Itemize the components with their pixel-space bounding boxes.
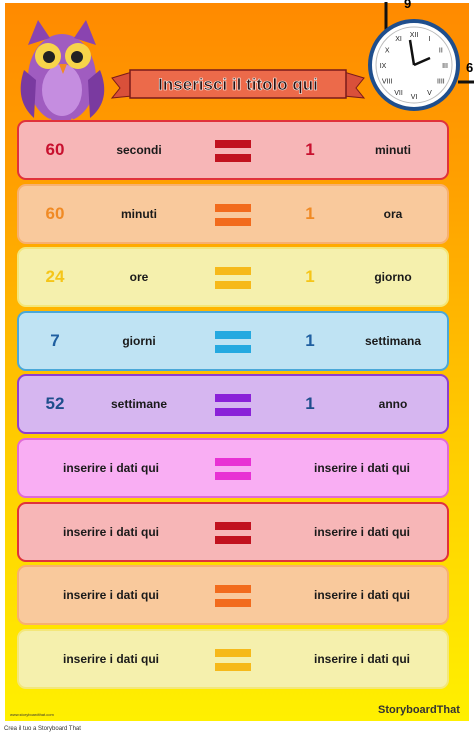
equals-bar	[215, 203, 251, 212]
left-value: 52	[45, 394, 65, 414]
right-value: 1	[305, 203, 315, 223]
left-text: inserire i dati qui	[62, 524, 160, 539]
equals-bar	[215, 535, 251, 544]
left-unit: minuti	[121, 206, 157, 221]
right-value: 1	[305, 267, 315, 287]
equals-bar	[215, 140, 251, 148]
clock-numeral: IIII	[437, 79, 445, 86]
left-text: inserire i dati qui	[62, 651, 160, 666]
equals-bar	[215, 267, 251, 276]
equals-sign	[215, 521, 251, 544]
right-unit: minuti	[375, 143, 411, 157]
clock-numeral: VII	[394, 90, 403, 97]
conversion-row: inserire i dati qui inserire i dati qui	[17, 438, 449, 498]
clock-numeral: IX	[380, 63, 387, 70]
footer-credit: Crea il tuo a Storyboard That	[4, 726, 81, 732]
equals-bar	[215, 154, 251, 162]
equals-bar	[215, 585, 251, 594]
clock-edge-label: 9	[404, 0, 411, 11]
left-value: 7	[50, 330, 60, 350]
clock-numeral: VIII	[382, 79, 393, 86]
equals-bar	[215, 330, 251, 339]
left-unit: settimane	[110, 397, 168, 412]
equals-bar	[215, 394, 251, 403]
conversion-row: inserire i dati qui inserire i dati qui	[17, 565, 449, 626]
right-unit: settimana	[364, 333, 422, 348]
equals-bar	[215, 408, 251, 417]
conversion-row: 52 settimane 1 anno	[17, 374, 449, 435]
equals-bar	[215, 662, 251, 671]
equals-sign	[215, 267, 251, 290]
right-text: inserire i dati qui	[313, 651, 411, 666]
left-unit: secondi	[116, 143, 162, 157]
conversion-row: 60 minuti 1 ora	[17, 183, 449, 244]
equals-bar	[215, 458, 251, 466]
right-text: inserire i dati qui	[313, 588, 411, 603]
clock-numeral: V	[427, 90, 432, 97]
clock-numeral: X	[385, 48, 390, 55]
conversion-row: inserire i dati qui inserire i dati qui	[17, 501, 449, 562]
equals-bar	[215, 472, 251, 480]
right-value: 1	[305, 140, 315, 159]
left-value: 60	[45, 140, 65, 159]
footer-url: www.storyboardthat.com	[10, 712, 54, 717]
equals-sign	[215, 458, 251, 480]
conversion-row: 24 ore 1 giorno	[17, 247, 449, 308]
right-value: 1	[305, 330, 315, 350]
conversion-row: 60 secondi 1 minuti	[17, 120, 449, 180]
right-value: 1	[305, 394, 315, 414]
equals-bar	[215, 648, 251, 657]
title: Inserisci il titolo qui	[158, 75, 318, 94]
left-value: 24	[45, 267, 65, 287]
equals-sign	[215, 330, 251, 353]
left-text: inserire i dati qui	[62, 461, 160, 475]
equals-bar	[215, 217, 251, 226]
right-text: inserire i dati qui	[313, 524, 411, 539]
owl	[20, 20, 105, 124]
left-unit: giorni	[122, 333, 156, 348]
clock-numeral: III	[442, 63, 448, 70]
clock-numeral: II	[439, 48, 443, 55]
clock-numeral: VI	[411, 94, 418, 101]
right-unit: ora	[383, 206, 403, 221]
equals-bar	[215, 521, 251, 530]
equals-sign	[215, 140, 251, 162]
left-unit: ore	[129, 270, 149, 285]
right-unit: anno	[378, 397, 408, 412]
equals-bar	[215, 344, 251, 353]
logo: StoryboardThat	[378, 704, 460, 716]
clock-edge-label: 6	[466, 60, 473, 75]
equals-sign	[215, 585, 251, 608]
equals-bar	[215, 281, 251, 290]
right-unit: giorno	[374, 270, 412, 285]
equals-sign	[215, 394, 251, 417]
conversion-row: 7 giorni 1 settimana	[17, 310, 449, 371]
conversion-row: inserire i dati qui inserire i dati qui	[17, 628, 449, 689]
clock-numeral: XII	[410, 32, 419, 39]
equals-sign	[215, 648, 251, 671]
equals-bar	[215, 599, 251, 608]
equals-sign	[215, 203, 251, 226]
left-value: 60	[45, 203, 65, 223]
right-text: inserire i dati qui	[313, 461, 411, 475]
left-text: inserire i dati qui	[62, 588, 160, 603]
clock-numeral: I	[429, 36, 431, 43]
clock-numeral: XI	[395, 36, 402, 43]
title-banner: Inserisci il titolo qui	[110, 69, 366, 99]
